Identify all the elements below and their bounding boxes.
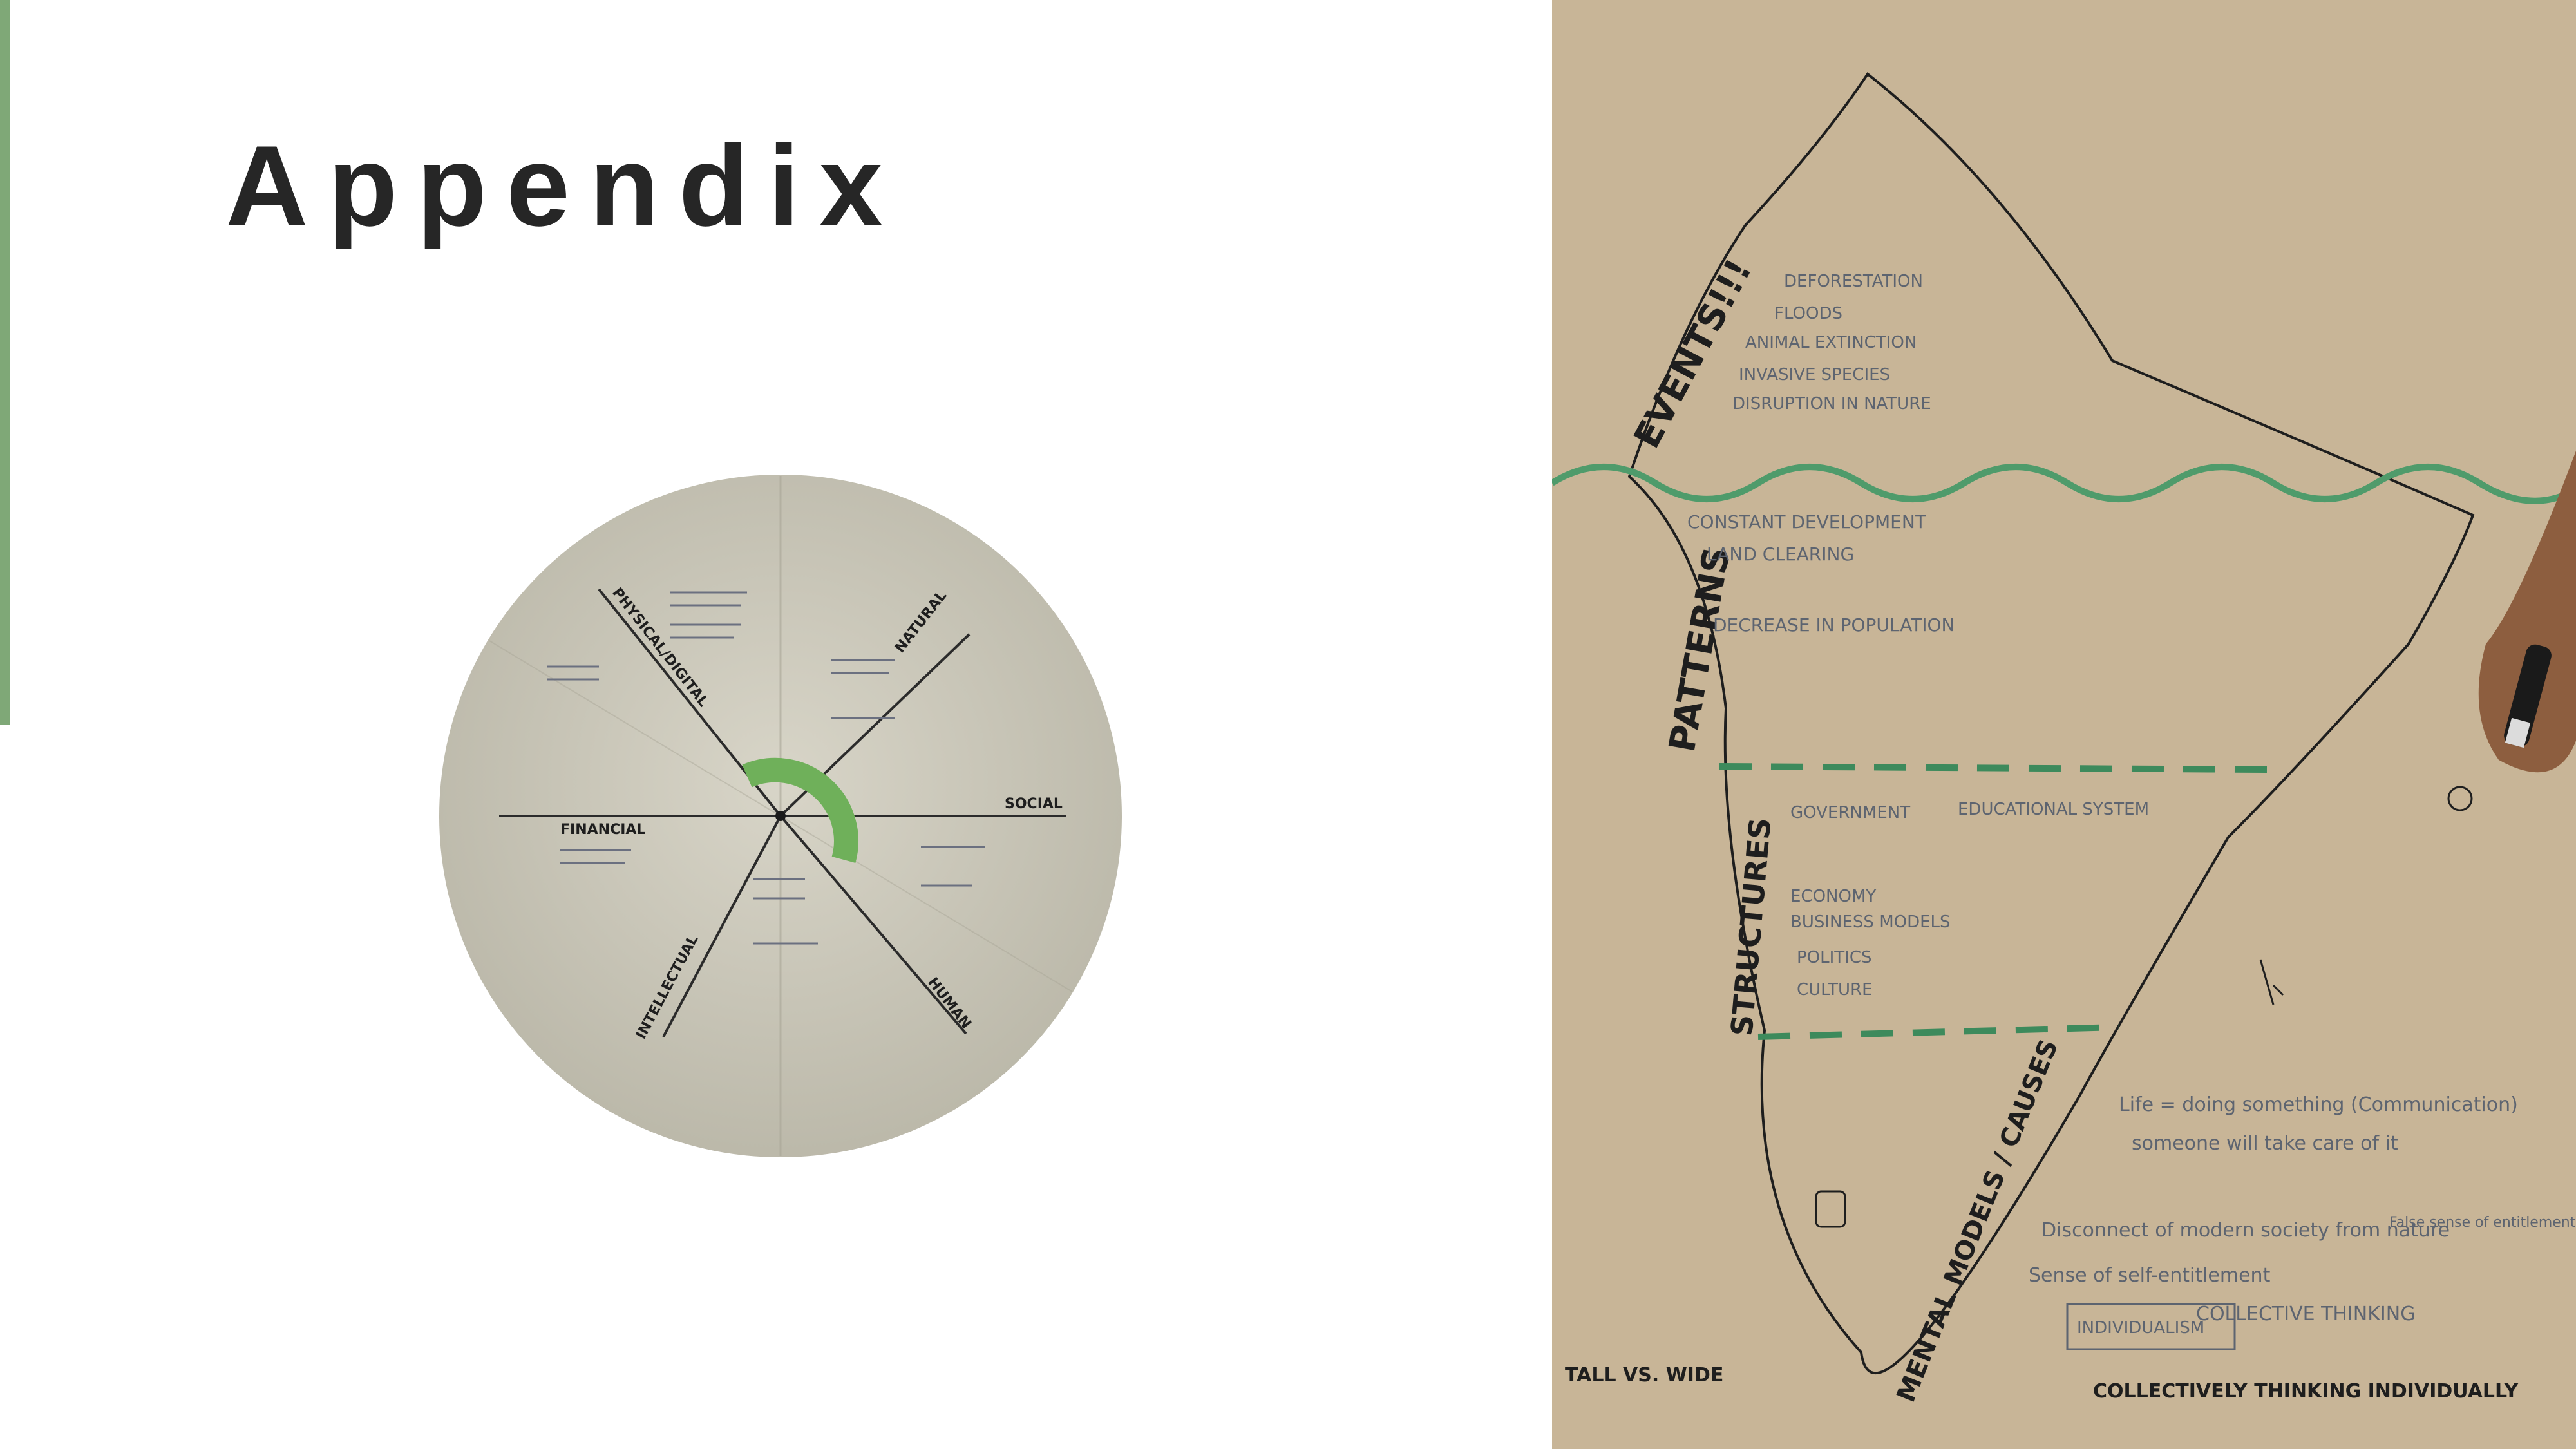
svg-text:DISRUPTION IN NATURE: DISRUPTION IN NATURE — [1732, 394, 1931, 413]
bottom-labels: TALL VS. WIDE COLLECTIVELY THINKING INDI… — [1565, 1364, 2519, 1403]
note-entitlement: Sense of self-entitlement — [2029, 1264, 2271, 1287]
patterns-notes: CONSTANT DEVELOPMENT LAND CLEARING DECRE… — [1687, 511, 1955, 636]
divider-patterns-structures — [1719, 763, 2268, 773]
wheel-notes — [547, 591, 985, 945]
note-false-sense: False sense of entitlement — [2389, 1215, 2576, 1231]
hand-with-marker — [2478, 451, 2576, 773]
svg-text:CONSTANT DEVELOPMENT: CONSTANT DEVELOPMENT — [1687, 511, 1927, 533]
events-notes: DEFORESTATION FLOODS ANIMAL EXTINCTION I… — [1732, 272, 1931, 413]
divider-structures-models — [1757, 1024, 2119, 1040]
label-collectively: COLLECTIVELY THINKING INDIVIDUALLY — [2093, 1380, 2519, 1403]
svg-text:DECREASE IN POPULATION: DECREASE IN POPULATION — [1713, 614, 1955, 636]
note-life: Life = doing something (Communication) — [2119, 1094, 2518, 1116]
water-line — [1552, 464, 2576, 504]
individualism-box — [2066, 1303, 2236, 1350]
svg-text:LAND CLEARING: LAND CLEARING — [1707, 544, 1854, 565]
svg-text:CULTURE: CULTURE — [1797, 980, 1873, 999]
svg-text:DEFORESTATION: DEFORESTATION — [1784, 272, 1923, 291]
note-disconnect: Disconnect of modern society from nature — [2041, 1219, 2450, 1242]
svg-text:ANIMAL EXTINCTION: ANIMAL EXTINCTION — [1745, 333, 1917, 352]
svg-text:ECONOMY: ECONOMY — [1790, 887, 1876, 906]
svg-text:POLITICS: POLITICS — [1797, 948, 1872, 967]
label-social: SOCIAL — [1005, 796, 1063, 812]
iceberg-model-photo: EVENTS!!! PATTERNS STRUCTURES MENTAL MOD… — [1552, 0, 2576, 1449]
label-tall-vs-wide: TALL VS. WIDE — [1565, 1364, 1723, 1387]
structures-notes: GOVERNMENT EDUCATIONAL SYSTEM ECONOMY BU… — [1790, 800, 2149, 999]
svg-text:INVASIVE SPECIES: INVASIVE SPECIES — [1739, 365, 1890, 384]
note-collective: COLLECTIVE THINKING — [2196, 1303, 2415, 1325]
side-notes: Life = doing something (Communication) s… — [2029, 1094, 2576, 1325]
green-arc — [742, 757, 858, 864]
note-someone: someone will take care of it — [2132, 1132, 2398, 1155]
svg-text:GOVERNMENT: GOVERNMENT — [1790, 803, 1910, 822]
doodles — [1815, 786, 2473, 1228]
svg-text:FLOODS: FLOODS — [1774, 304, 1842, 323]
note-individualism: INDIVIDUALISM — [2077, 1318, 2204, 1338]
slide-title: Appendix — [225, 122, 902, 250]
capitals-wheel-photo: PHYSICAL/DIGITAL NATURAL SOCIAL HUMAN IN… — [438, 473, 1124, 1159]
iceberg-outline — [1627, 72, 2475, 1375]
svg-text:EDUCATIONAL SYSTEM: EDUCATIONAL SYSTEM — [1958, 800, 2149, 819]
label-financial: FINANCIAL — [560, 822, 645, 838]
accent-bar — [0, 0, 10, 724]
iceberg-drawing: EVENTS!!! PATTERNS STRUCTURES MENTAL MOD… — [1552, 0, 2576, 1449]
capitals-wheel: PHYSICAL/DIGITAL NATURAL SOCIAL HUMAN IN… — [439, 475, 1122, 1157]
svg-text:BUSINESS MODELS: BUSINESS MODELS — [1790, 913, 1951, 932]
